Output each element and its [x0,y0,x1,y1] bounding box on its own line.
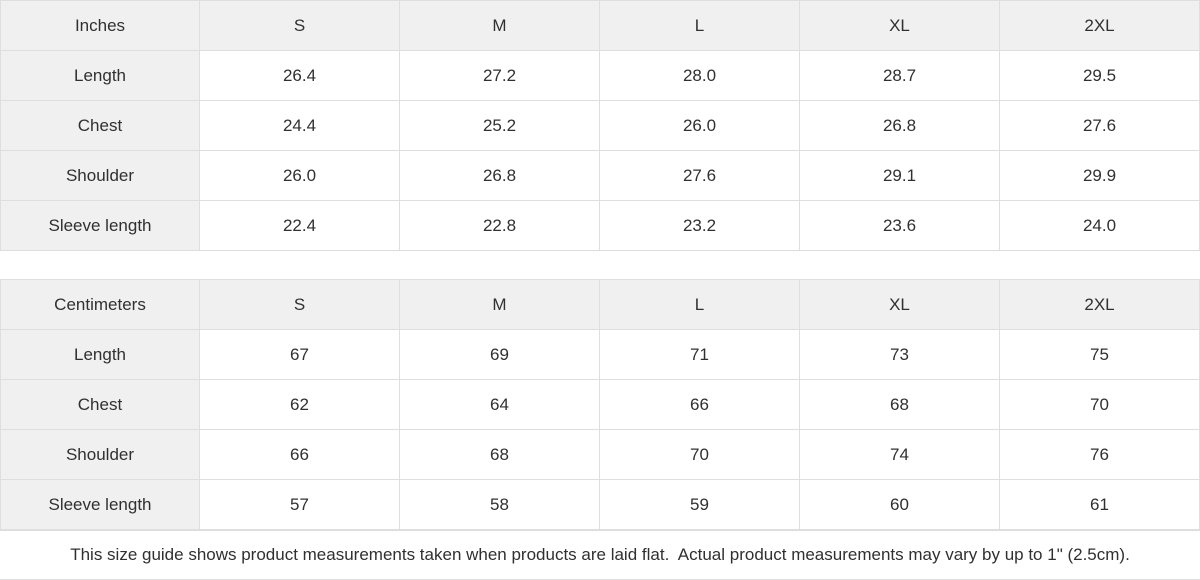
value-cell: 27.6 [600,151,800,201]
value-cell: 66 [600,380,800,430]
value-cell: 27.6 [1000,101,1200,151]
value-cell: 23.6 [800,201,1000,251]
value-cell: 64 [400,380,600,430]
value-cell: 29.5 [1000,51,1200,101]
value-cell: 29.9 [1000,151,1200,201]
row-label-cell: Sleeve length [0,480,200,530]
value-cell: 28.7 [800,51,1000,101]
size-column-header: L [600,1,800,51]
footer-note: This size guide shows product measuremen… [0,530,1200,580]
size-column-header: M [400,280,600,330]
value-cell: 28.0 [600,51,800,101]
unit-header-cell: Inches [0,1,200,51]
row-label-cell: Sleeve length [0,201,200,251]
value-cell: 26.4 [200,51,400,101]
value-cell: 22.8 [400,201,600,251]
value-cell: 76 [1000,430,1200,480]
value-cell: 58 [400,480,600,530]
value-cell: 68 [400,430,600,480]
unit-header-cell: Centimeters [0,280,200,330]
size-table-centimeters: Centimeters S M L XL 2XL Length 67 69 71… [0,279,1200,530]
value-cell: 70 [1000,380,1200,430]
value-cell: 24.4 [200,101,400,151]
value-cell: 26.0 [200,151,400,201]
value-cell: 57 [200,480,400,530]
value-cell: 29.1 [800,151,1000,201]
value-cell: 71 [600,330,800,380]
row-label-cell: Length [0,51,200,101]
size-column-header: 2XL [1000,1,1200,51]
row-label-cell: Length [0,330,200,380]
value-cell: 27.2 [400,51,600,101]
size-column-header: XL [800,280,1000,330]
size-column-header: M [400,1,600,51]
size-table-inches: Inches S M L XL 2XL Length 26.4 27.2 28.… [0,0,1200,251]
value-cell: 60 [800,480,1000,530]
size-column-header: 2XL [1000,280,1200,330]
value-cell: 68 [800,380,1000,430]
size-column-header: XL [800,1,1000,51]
value-cell: 73 [800,330,1000,380]
row-label-cell: Shoulder [0,430,200,480]
value-cell: 26.8 [400,151,600,201]
value-cell: 70 [600,430,800,480]
value-cell: 25.2 [400,101,600,151]
value-cell: 62 [200,380,400,430]
size-column-header: S [200,280,400,330]
value-cell: 24.0 [1000,201,1200,251]
value-cell: 26.8 [800,101,1000,151]
row-label-cell: Chest [0,101,200,151]
value-cell: 66 [200,430,400,480]
size-column-header: S [200,1,400,51]
value-cell: 26.0 [600,101,800,151]
value-cell: 74 [800,430,1000,480]
value-cell: 23.2 [600,201,800,251]
value-cell: 67 [200,330,400,380]
row-label-cell: Chest [0,380,200,430]
value-cell: 61 [1000,480,1200,530]
value-cell: 75 [1000,330,1200,380]
row-label-cell: Shoulder [0,151,200,201]
spacer-row [0,251,1200,279]
value-cell: 22.4 [200,201,400,251]
size-column-header: L [600,280,800,330]
value-cell: 59 [600,480,800,530]
value-cell: 69 [400,330,600,380]
